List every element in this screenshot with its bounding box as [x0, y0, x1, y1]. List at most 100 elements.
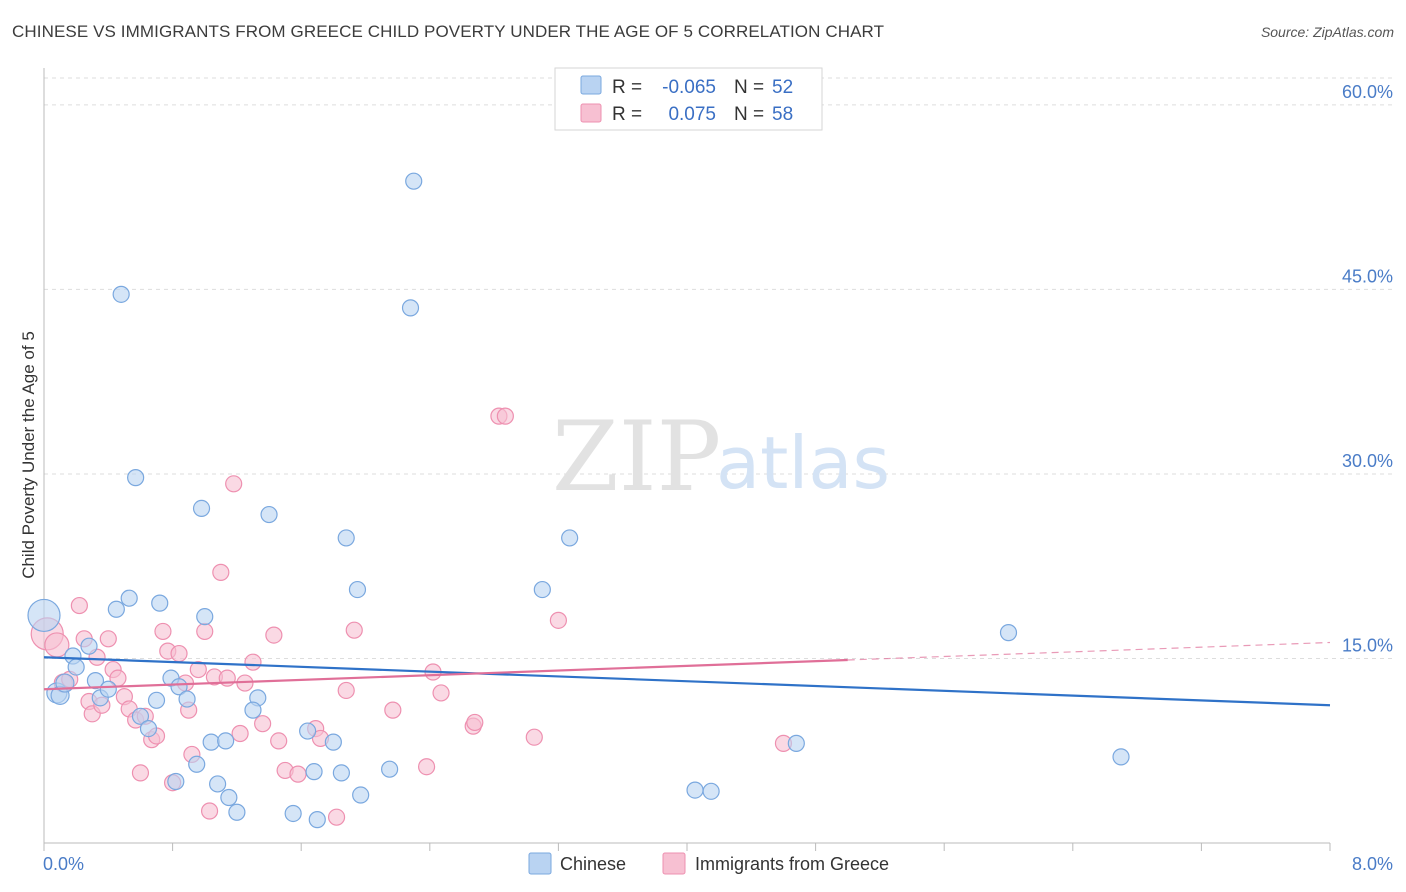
chinese-point: [139, 719, 158, 738]
greece-point: [337, 681, 355, 700]
chinese-point: [217, 732, 235, 750]
chinese-point: [170, 678, 188, 696]
chinese-point: [381, 760, 399, 778]
x-tick-label-max: 8.0%: [1352, 854, 1393, 874]
chinese-point: [561, 529, 579, 547]
gridlines: [44, 77, 1393, 659]
greece-point: [466, 713, 484, 732]
chinese-point: [209, 775, 227, 793]
chinese-point: [27, 598, 61, 633]
chinese-point: [405, 172, 423, 190]
greece-point: [345, 621, 363, 639]
series-legend: Chinese Immigrants from Greece: [528, 852, 889, 875]
greece-point: [496, 407, 514, 425]
chinese-point: [112, 285, 130, 303]
chinese-point: [533, 580, 551, 599]
chinese-point: [299, 722, 317, 740]
greece-point: [231, 724, 249, 743]
y-tick-label: 30.0%: [1342, 451, 1393, 471]
stats-legend: R = -0.065 N = 52 R = 0.075 N = 58: [554, 67, 823, 131]
trend-lines: [43, 641, 1331, 707]
source-label: Source: ZipAtlas.com: [1260, 24, 1394, 40]
legend-r-value-greece: 0.075: [668, 104, 716, 125]
legend-n-value-chinese: 52: [772, 77, 793, 98]
greece-point: [384, 701, 402, 719]
chinese-point: [86, 672, 105, 690]
chinese-trend-line: [43, 656, 1331, 707]
y-tick-label: 15.0%: [1342, 635, 1393, 655]
chinese-point: [131, 707, 150, 725]
greece-point: [154, 622, 172, 641]
greece-point: [131, 764, 150, 782]
greece-trend-line-extension: [847, 641, 1331, 661]
greece-point: [200, 802, 219, 820]
chinese-point: [260, 505, 278, 524]
greece-point: [327, 808, 346, 826]
bottom-legend-label-chinese: Chinese: [560, 854, 626, 874]
greece-point: [70, 596, 88, 615]
chinese-point: [188, 755, 206, 773]
bottom-legend-label-greece: Immigrants from Greece: [695, 854, 889, 874]
greece-point: [254, 715, 272, 733]
chinese-point: [348, 580, 367, 599]
greece-point: [99, 630, 117, 648]
greece-point: [549, 611, 568, 629]
greece-point: [525, 728, 543, 746]
legend-n-label-greece: N =: [734, 104, 764, 125]
chinese-point: [352, 786, 370, 804]
greece-point: [244, 653, 262, 671]
greece-point: [189, 660, 207, 679]
chinese-point: [702, 782, 720, 800]
chinese-point: [244, 701, 262, 719]
chinese-point: [1112, 748, 1130, 766]
greece-point: [196, 622, 214, 641]
chinese-point: [220, 788, 238, 807]
chinese-point: [99, 680, 117, 698]
legend-r-label-greece: R =: [612, 104, 642, 125]
greece-trend-line: [43, 658, 848, 691]
chinese-point: [401, 299, 420, 317]
greece-point: [212, 563, 230, 581]
bottom-legend-swatch-chinese: [528, 852, 552, 875]
legend-swatch-greece: [580, 103, 602, 123]
greece-point: [417, 758, 436, 776]
greece-point: [170, 644, 188, 663]
y-tick-label: 60.0%: [1342, 82, 1393, 102]
greece-point: [265, 626, 283, 644]
watermark-zip: ZIP: [552, 401, 721, 513]
chart-title: CHINESE VS IMMIGRANTS FROM GREECE CHILD …: [12, 22, 885, 41]
chinese-point: [147, 691, 166, 709]
greece-point: [225, 475, 243, 493]
chinese-point: [337, 529, 355, 547]
watermark-atlas: atlas: [716, 421, 890, 505]
y-tick-label: 45.0%: [1342, 266, 1393, 286]
chinese-point: [196, 608, 214, 626]
chinese-point: [999, 624, 1018, 642]
greece-point: [432, 684, 450, 702]
y-axis-label: Child Poverty Under the Age of 5: [19, 331, 38, 579]
series-greece-points: [30, 407, 793, 826]
greece-point: [289, 765, 307, 783]
chinese-point: [80, 637, 98, 655]
chinese-point: [324, 733, 342, 751]
legend-n-label-chinese: N =: [734, 77, 764, 98]
chinese-point: [192, 499, 211, 517]
greece-point: [270, 732, 288, 750]
legend-n-value-greece: 58: [772, 104, 793, 125]
chinese-point: [686, 781, 704, 799]
chinese-point: [305, 763, 323, 781]
x-tick-label-min: 0.0%: [43, 854, 84, 874]
y-axis-tick-labels: 15.0% 30.0% 45.0% 60.0%: [1342, 82, 1393, 656]
chinese-point: [120, 589, 138, 607]
bottom-legend-swatch-greece: [662, 852, 686, 875]
chinese-point: [107, 600, 125, 618]
chinese-point: [67, 658, 85, 676]
legend-swatch-chinese: [580, 75, 602, 95]
watermark: ZIP atlas: [552, 401, 890, 513]
chinese-point: [332, 764, 350, 782]
chinese-point: [308, 811, 326, 829]
legend-r-label-chinese: R =: [612, 77, 642, 98]
chinese-point: [178, 690, 196, 708]
chinese-point: [202, 733, 220, 751]
